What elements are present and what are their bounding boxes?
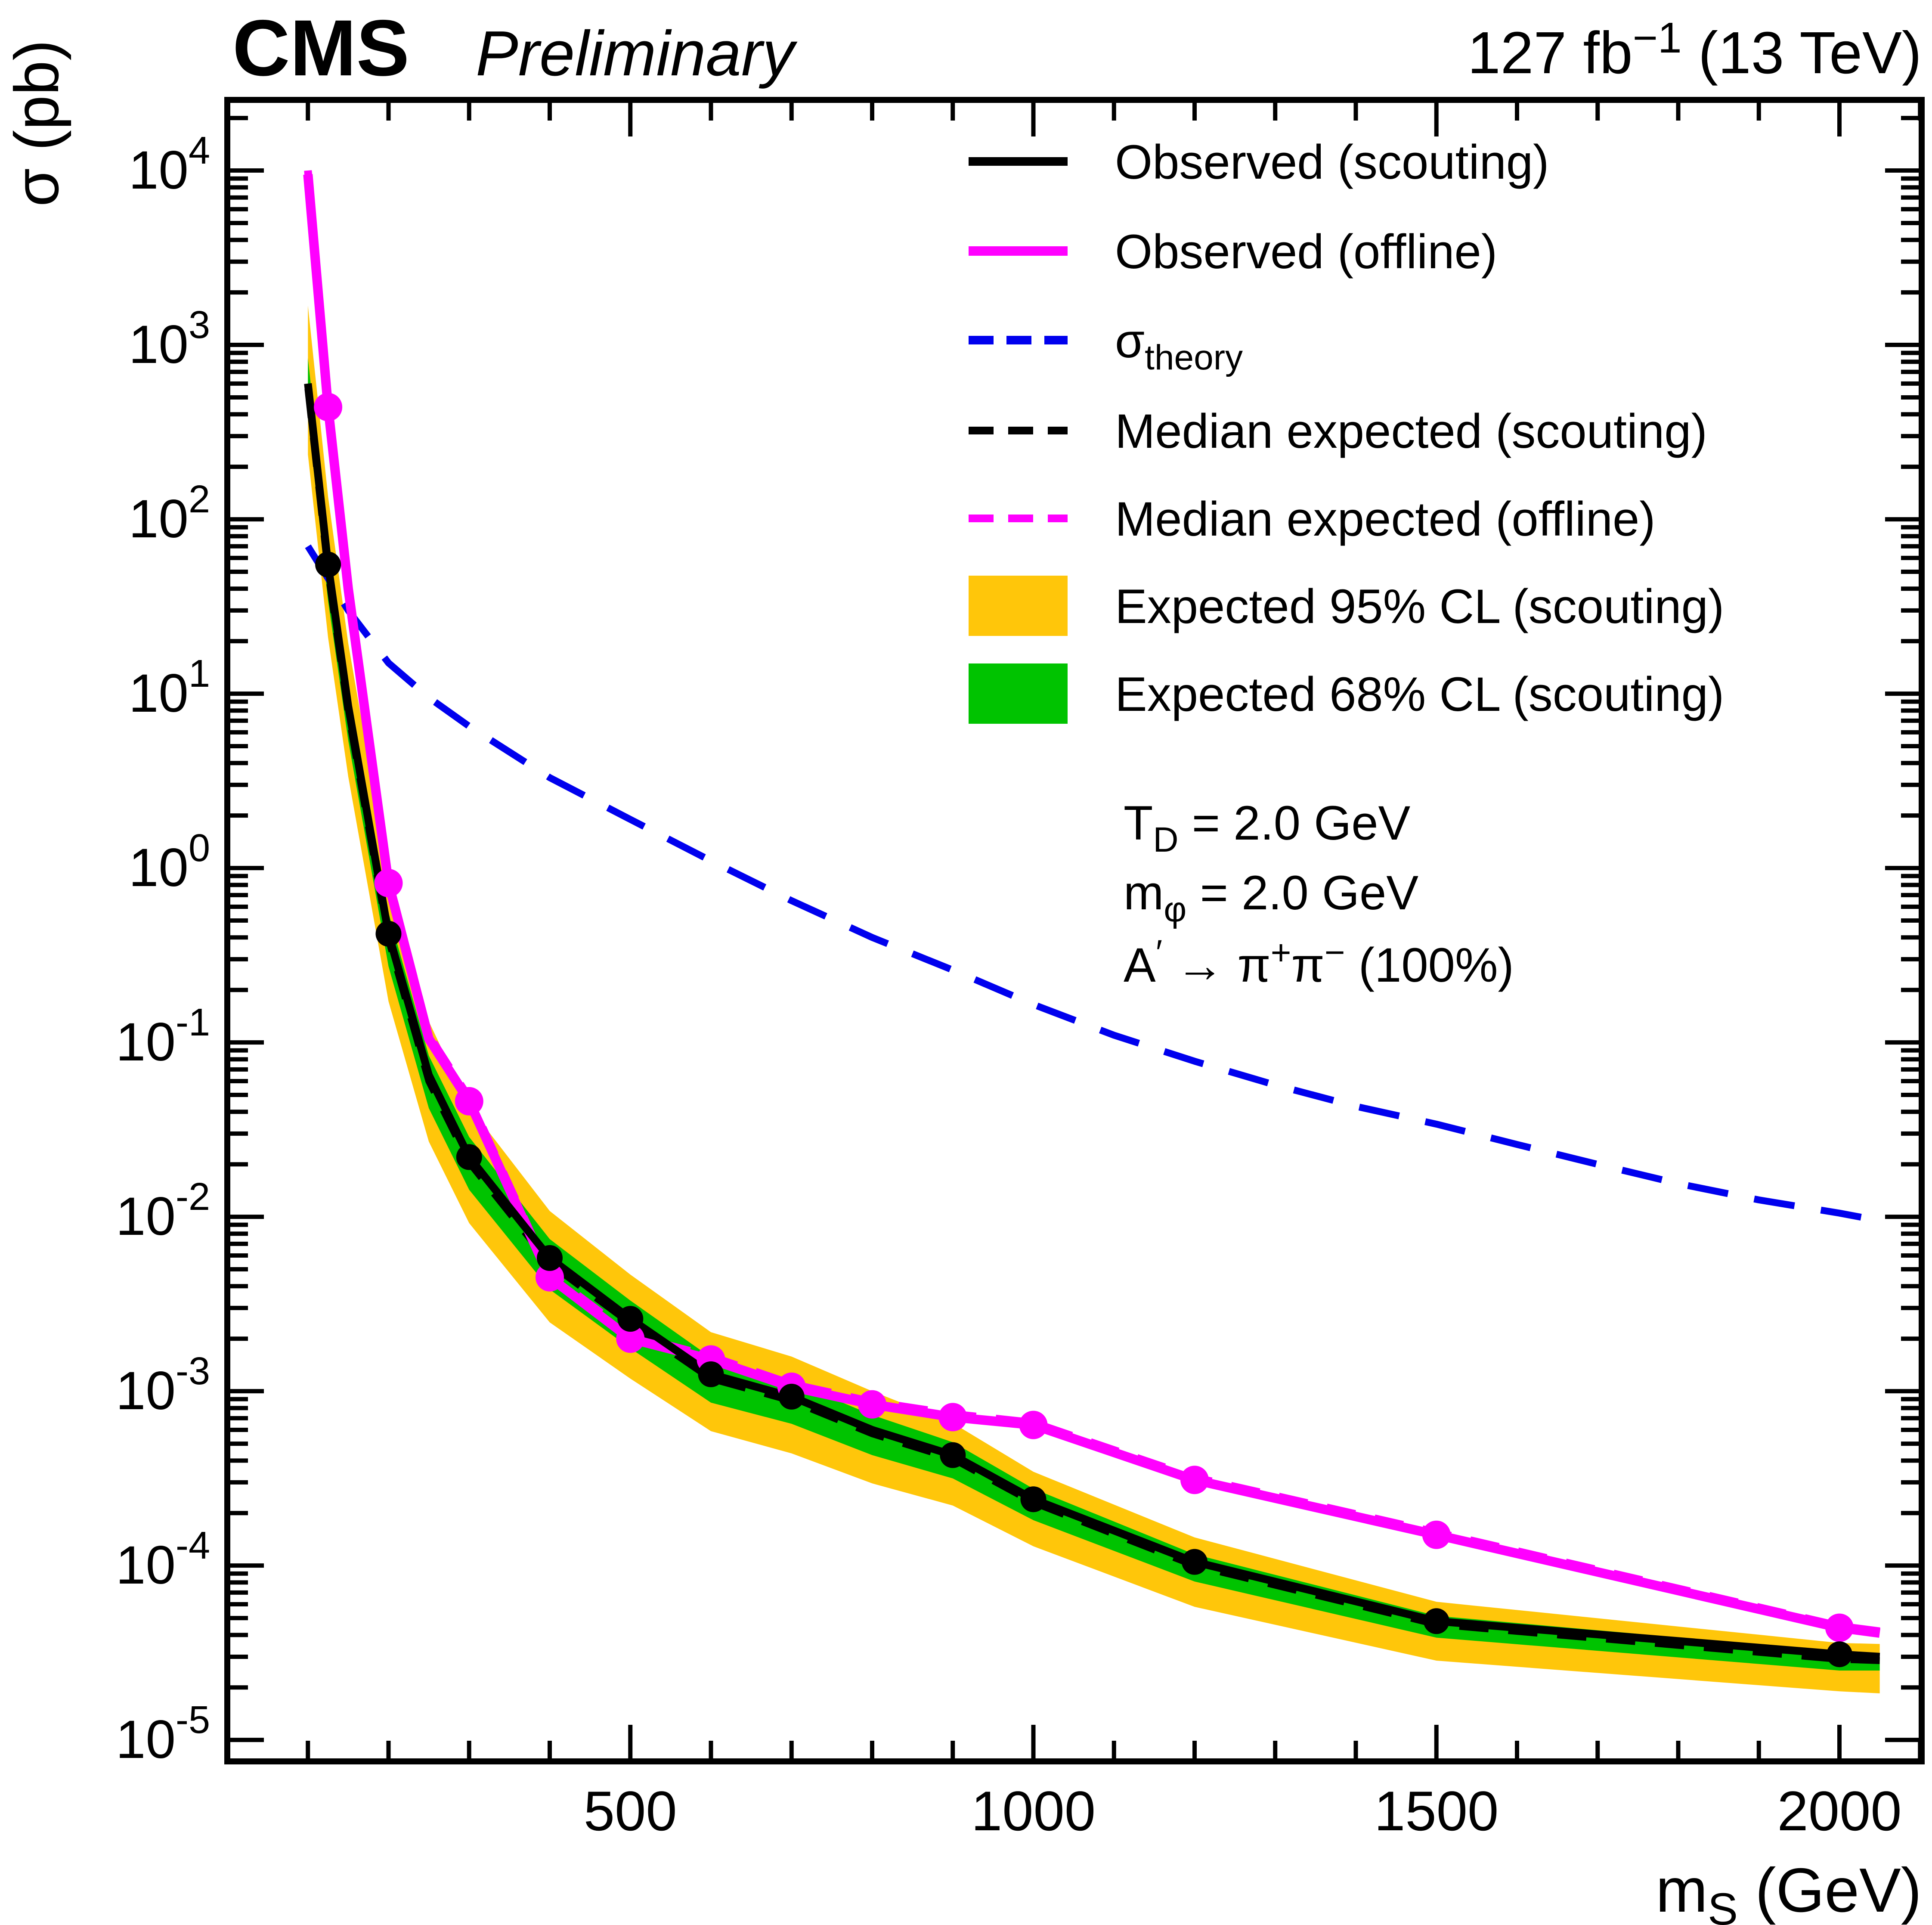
x-tick-label: 500	[584, 1779, 677, 1842]
x-axis-title: mS (GeV)	[1656, 1855, 1922, 1925]
legend-item-observed-offline: Observed (offline)	[969, 225, 1497, 279]
legend-label: Expected 68% CL (scouting)	[1115, 667, 1724, 721]
annotation-decay: A′ → π+π− (100%)	[1124, 933, 1514, 992]
y-tick-label: 104	[129, 129, 210, 200]
annotation-mphi: mφ = 2.0 GeV	[1124, 866, 1418, 929]
observed-scouting-marker	[315, 552, 341, 578]
median-expected-offline-curve	[304, 170, 1880, 1635]
preliminary-label: Preliminary	[476, 18, 798, 89]
legend-item-sigma-theory: σtheory	[969, 314, 1243, 377]
observed-offline-marker	[374, 869, 403, 897]
observed-scouting-marker	[1423, 1608, 1449, 1634]
legend-label: Median expected (offline)	[1115, 492, 1656, 546]
experiment-logo: CMS	[232, 4, 409, 93]
observed-scouting-marker	[1827, 1641, 1852, 1668]
legend-item-observed-scouting: Observed (scouting)	[969, 135, 1549, 189]
y-tick-label: 10-5	[116, 1699, 210, 1770]
luminosity-label: 127 fb−1 (13 TeV)	[1468, 14, 1922, 86]
legend-swatch-green-band	[969, 663, 1068, 724]
y-tick-label: 101	[129, 652, 210, 723]
legend-label: σtheory	[1115, 314, 1243, 377]
observed-offline-marker	[536, 1263, 564, 1292]
observed-offline-marker	[616, 1324, 645, 1353]
legend-label: Expected 95% CL (scouting)	[1115, 580, 1724, 633]
data-markers-layer	[314, 393, 1854, 1668]
y-tick-label: 100	[129, 827, 210, 898]
expected-68-band	[308, 358, 1880, 1671]
legend-item-expected-95-band: Expected 95% CL (scouting)	[969, 576, 1724, 636]
legend-item-median-expected-scouting: Median expected (scouting)	[969, 404, 1707, 458]
y-tick-label: 10-3	[116, 1350, 210, 1421]
observed-offline-marker	[858, 1390, 886, 1419]
observed-offline-marker	[1019, 1410, 1048, 1439]
y-tick-label: 102	[129, 478, 210, 549]
y-tick-label: 103	[129, 304, 210, 375]
legend-label: Median expected (scouting)	[1115, 404, 1707, 458]
legend-item-median-expected-offline: Median expected (offline)	[969, 492, 1656, 546]
observed-scouting-marker	[1182, 1549, 1208, 1575]
axis-tick-labels-layer: 500 1000 1500 2000 104 103 102 101 100 10-1 10-2 10…	[116, 129, 1902, 1842]
legend-label: Observed (offline)	[1115, 225, 1497, 279]
observed-scouting-marker	[1020, 1486, 1046, 1513]
observed-offline-marker	[455, 1087, 483, 1116]
expected-95-band	[308, 305, 1880, 1693]
observed-scouting-marker	[778, 1383, 805, 1410]
axis-ticks-layer	[227, 100, 1923, 1761]
observed-scouting-marker	[698, 1361, 724, 1387]
observed-offline-marker	[938, 1403, 967, 1432]
y-axis-title: σ (pb)	[2, 40, 71, 207]
observed-offline-marker	[1422, 1520, 1451, 1549]
x-tick-label: 1500	[1374, 1779, 1499, 1842]
observed-scouting-marker	[375, 921, 402, 947]
x-tick-label: 1000	[971, 1779, 1096, 1842]
observed-scouting-marker	[940, 1442, 966, 1468]
y-tick-label: 10-4	[116, 1524, 210, 1595]
legend-label: Observed (scouting)	[1115, 135, 1549, 189]
observed-scouting-marker	[617, 1306, 644, 1332]
observed-offline-marker	[314, 393, 343, 422]
observed-scouting-marker	[537, 1245, 563, 1271]
annotation-td: TD = 2.0 GeV	[1124, 796, 1411, 859]
plot-frame	[224, 97, 1925, 1764]
model-annotations: TD = 2.0 GeV mφ = 2.0 GeV A′ → π+π− (100…	[1124, 796, 1514, 992]
y-tick-label: 10-2	[116, 1175, 210, 1246]
legend-swatch-yellow-band	[969, 576, 1068, 636]
legend: Observed (scouting) Observed (offline) σ…	[969, 135, 1724, 724]
x-tick-label: 2000	[1777, 1779, 1901, 1842]
limit-curves-layer	[303, 170, 1881, 1664]
observed-scouting-marker	[456, 1144, 482, 1170]
confidence-bands-layer	[308, 305, 1880, 1693]
y-tick-label: 10-1	[116, 1001, 210, 1072]
observed-scouting-curve	[304, 383, 1880, 1661]
observed-offline-curve	[303, 174, 1881, 1638]
observed-offline-marker	[1180, 1466, 1209, 1494]
legend-item-expected-68-band: Expected 68% CL (scouting)	[969, 663, 1724, 724]
observed-offline-marker	[1825, 1613, 1854, 1642]
sigma-theory-curve	[305, 544, 1881, 1224]
